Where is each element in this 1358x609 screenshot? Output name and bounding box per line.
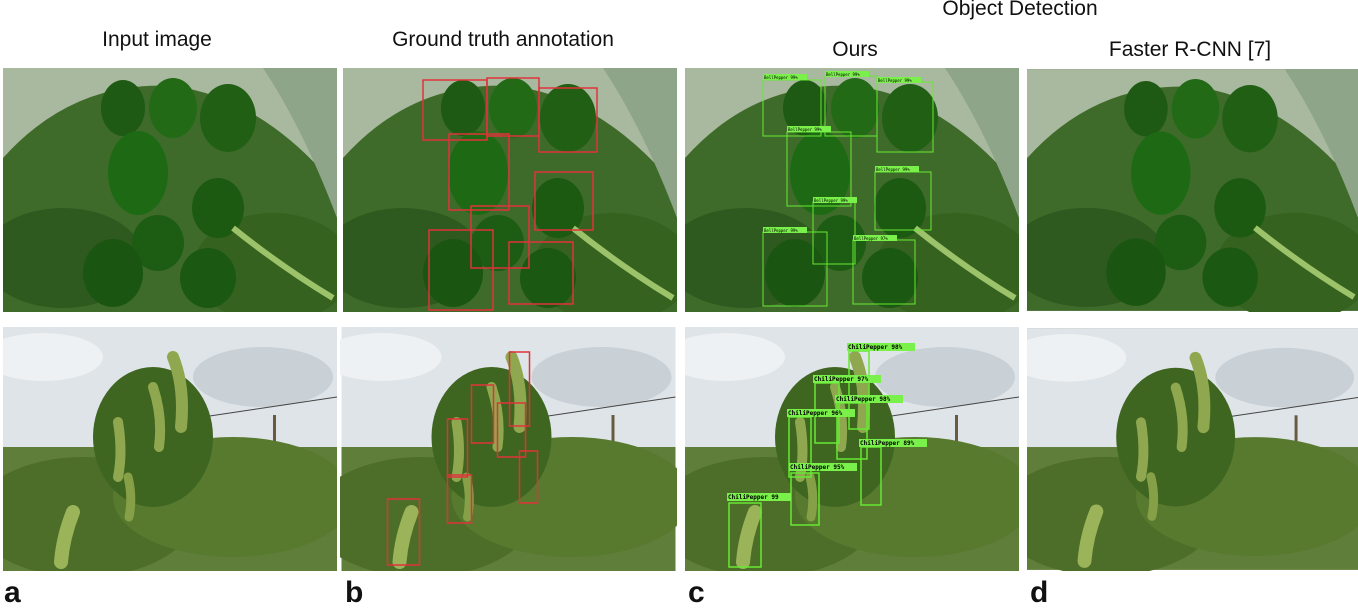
header-ours: Ours <box>832 38 878 61</box>
gt-box <box>538 87 598 153</box>
det-label: BellPepper 97% <box>854 236 888 241</box>
header-input-image: Input image <box>102 28 212 51</box>
det-label: ChiliPepper 98% <box>848 344 903 351</box>
panel-b-row1-image <box>343 68 677 312</box>
panel-letter-b: b <box>345 576 364 609</box>
gt-box <box>518 450 539 504</box>
bell-pepper-detection: BellPepper 99% BellPepper 99% BellPepper… <box>685 68 1019 312</box>
det-label: BellPepper 99% <box>788 127 822 132</box>
header-object-detection: Object Detection <box>942 0 1098 20</box>
det-label: ChiliPepper 96% <box>788 410 843 417</box>
det-label: BellPepper 99% <box>764 228 798 233</box>
bell-pepper-photo <box>3 68 337 312</box>
panel-d-row1-image <box>1027 68 1358 312</box>
det-label: ChiliPepper 99 <box>728 494 779 501</box>
det-label: ChiliPepper 97% <box>814 376 869 383</box>
gt-box <box>534 171 594 231</box>
chili-pepper-ground-truth <box>340 327 677 571</box>
chili-pepper-faster-rcnn <box>1027 328 1358 571</box>
gt-box <box>446 418 469 478</box>
det-label: BellPepper 99% <box>764 75 798 80</box>
header-faster-rcnn: Faster R-CNN [7] <box>1108 38 1272 61</box>
gt-box <box>446 474 473 524</box>
panel-c-row1-image: BellPepper 99% BellPepper 99% BellPepper… <box>685 68 1019 312</box>
bell-pepper-ground-truth <box>343 68 677 312</box>
panel-letter-c: c <box>688 576 705 609</box>
header-ground-truth: Ground truth annotation <box>392 28 614 51</box>
panel-b-row2-image <box>340 327 677 571</box>
panel-a-row1-image <box>3 68 337 312</box>
gt-box <box>428 229 494 311</box>
gt-box <box>496 402 527 458</box>
det-label: ChiliPepper 89% <box>860 440 915 447</box>
panel-d-row2-image <box>1027 327 1358 571</box>
det-label: ChiliPepper 95% <box>790 464 845 471</box>
gt-box <box>448 133 510 211</box>
panel-a-row2-image <box>3 327 337 571</box>
det-box <box>728 502 762 568</box>
bell-pepper-faster-rcnn <box>1027 69 1358 312</box>
det-label: ChiliPepper 98% <box>836 396 891 403</box>
det-label: BellPepper 99% <box>814 198 848 203</box>
gt-box <box>470 384 495 444</box>
det-label: BellPepper 99% <box>826 72 860 77</box>
gt-box <box>508 351 531 427</box>
det-label: BellPepper 99% <box>876 167 910 172</box>
gt-box <box>386 498 421 566</box>
det-label: BellPepper 99% <box>878 78 912 83</box>
chili-pepper-photo <box>3 327 337 571</box>
chili-pepper-detection: ChiliPepper 98% ChiliPepper 97% ChiliPep… <box>685 327 1019 571</box>
panel-letter-a: a <box>4 576 21 609</box>
gt-box <box>470 205 530 269</box>
panel-letter-d: d <box>1030 576 1049 609</box>
panel-c-row2-image: ChiliPepper 98% ChiliPepper 97% ChiliPep… <box>685 327 1019 571</box>
gt-box <box>508 241 574 305</box>
